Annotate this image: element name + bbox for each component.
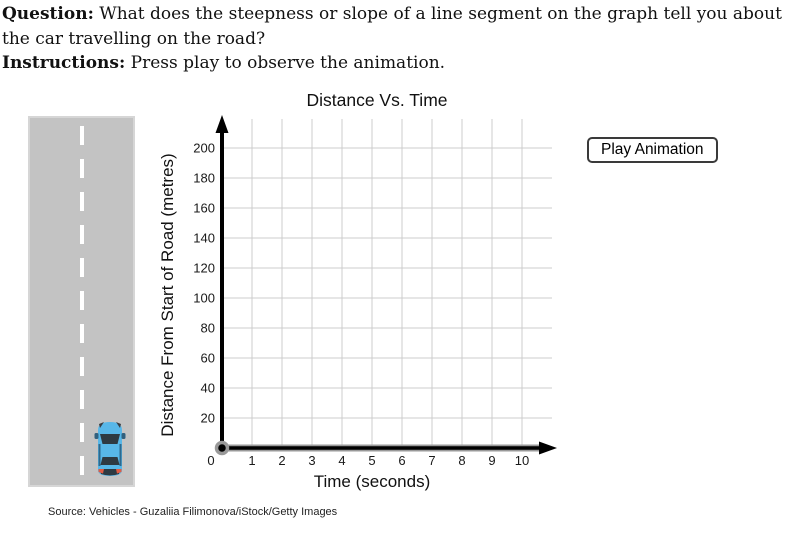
x-axis-label: Time (seconds): [313, 472, 431, 491]
svg-text:40: 40: [201, 381, 215, 396]
svg-text:7: 7: [428, 453, 435, 468]
svg-text:0: 0: [207, 453, 214, 468]
car-icon: [94, 422, 126, 476]
instructions-label: Instructions:: [2, 53, 126, 73]
svg-text:2: 2: [278, 453, 285, 468]
svg-text:4: 4: [338, 453, 345, 468]
question-block: Question: What does the steepness or slo…: [2, 2, 782, 76]
svg-text:60: 60: [201, 351, 215, 366]
svg-text:200: 200: [193, 141, 215, 156]
svg-text:100: 100: [193, 291, 215, 306]
svg-text:180: 180: [193, 171, 215, 186]
svg-text:6: 6: [398, 453, 405, 468]
svg-text:80: 80: [201, 321, 215, 336]
svg-text:10: 10: [515, 453, 529, 468]
question-text: Question: What does the steepness or slo…: [2, 4, 782, 49]
svg-text:120: 120: [193, 261, 215, 276]
svg-text:5: 5: [368, 453, 375, 468]
svg-text:160: 160: [193, 201, 215, 216]
svg-text:9: 9: [488, 453, 495, 468]
svg-text:3: 3: [308, 453, 315, 468]
svg-text:8: 8: [458, 453, 465, 468]
road-center-line: [80, 126, 84, 481]
road-graphic: [28, 116, 135, 487]
svg-text:1: 1: [248, 453, 255, 468]
instructions-text: Instructions: Press play to observe the …: [2, 53, 446, 73]
chart-title: Distance Vs. Time: [306, 90, 448, 110]
source-credit: Source: Vehicles - Guzaliia Filimonova/i…: [48, 506, 338, 518]
svg-text:20: 20: [201, 411, 215, 426]
question-label: Question:: [2, 4, 94, 24]
svg-text:140: 140: [193, 231, 215, 246]
play-animation-button[interactable]: Play Animation: [587, 137, 718, 163]
